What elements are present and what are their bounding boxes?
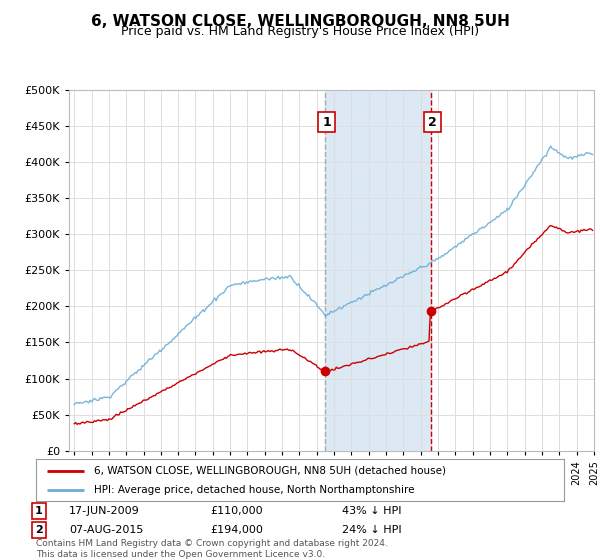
Text: 6, WATSON CLOSE, WELLINGBOROUGH, NN8 5UH (detached house): 6, WATSON CLOSE, WELLINGBOROUGH, NN8 5UH… [94, 465, 446, 475]
Text: 1: 1 [322, 115, 331, 129]
Text: 2: 2 [35, 525, 43, 535]
Text: 17-JUN-2009: 17-JUN-2009 [69, 506, 140, 516]
Text: 6, WATSON CLOSE, WELLINGBOROUGH, NN8 5UH: 6, WATSON CLOSE, WELLINGBOROUGH, NN8 5UH [91, 14, 509, 29]
Text: Price paid vs. HM Land Registry's House Price Index (HPI): Price paid vs. HM Land Registry's House … [121, 25, 479, 38]
Text: 2: 2 [428, 115, 437, 129]
Text: 43% ↓ HPI: 43% ↓ HPI [342, 506, 401, 516]
Text: 07-AUG-2015: 07-AUG-2015 [69, 525, 143, 535]
Text: 1: 1 [35, 506, 43, 516]
Text: 24% ↓ HPI: 24% ↓ HPI [342, 525, 401, 535]
Text: HPI: Average price, detached house, North Northamptonshire: HPI: Average price, detached house, Nort… [94, 485, 415, 495]
Text: Contains HM Land Registry data © Crown copyright and database right 2024.
This d: Contains HM Land Registry data © Crown c… [36, 539, 388, 559]
Bar [325, 90, 431, 451]
Text: £110,000: £110,000 [210, 506, 263, 516]
Text: £194,000: £194,000 [210, 525, 263, 535]
